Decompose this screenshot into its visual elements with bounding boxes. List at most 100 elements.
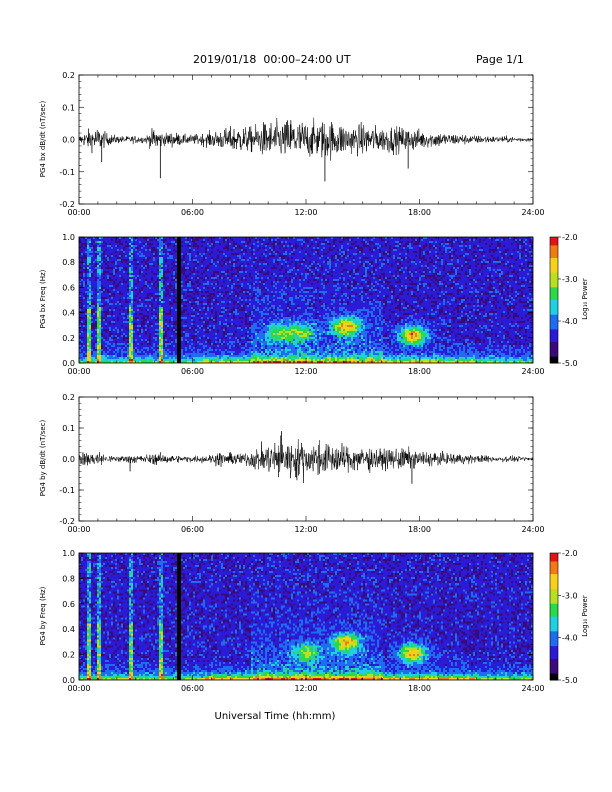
colorbar-segment	[550, 601, 558, 605]
x-tick-label: 12:00	[294, 684, 317, 693]
spectrogram-image	[79, 237, 533, 363]
colorbar-segment	[550, 295, 558, 299]
colorbar-segment	[550, 667, 558, 670]
colorbar-segment	[550, 620, 558, 624]
colorbar-tick-label: -3.0	[562, 591, 578, 600]
colorbar-segment	[550, 616, 558, 620]
colorbar-segment	[550, 274, 558, 278]
colorbar-segment	[550, 276, 558, 280]
colorbar-segment	[550, 260, 558, 263]
page-title: 2019/01/18 00:00–24:00 UT	[193, 53, 351, 66]
colorbar-segment	[550, 255, 558, 259]
colorbar-segment	[550, 237, 558, 240]
colorbar-segment	[550, 663, 558, 666]
colorbar-segment	[550, 323, 558, 326]
colorbar-segment	[550, 591, 558, 594]
colorbar-tick-label: -3.0	[562, 275, 578, 284]
colorbar-segment	[550, 329, 558, 332]
colorbar-segment	[550, 576, 558, 579]
x-tick-label: 18:00	[408, 208, 431, 217]
y-tick-label: 1.0	[62, 233, 75, 242]
colorbar-segment	[550, 344, 558, 347]
colorbar-segment	[550, 270, 558, 274]
colorbar-segment	[550, 316, 558, 320]
colorbar-segment	[550, 314, 558, 318]
x-tick-label: 12:00	[294, 367, 317, 376]
colorbar-segment	[550, 637, 558, 641]
colorbar-segment	[550, 318, 558, 322]
x-tick-label: 24:00	[521, 684, 544, 693]
colorbar-frame	[549, 236, 559, 364]
colorbar-segment	[550, 333, 558, 337]
colorbar-segment	[550, 614, 558, 617]
x-tick-label: 06:00	[181, 367, 204, 376]
colorbar-segment	[550, 629, 558, 632]
x-tick-label: 06:00	[181, 684, 204, 693]
colorbar-segment	[550, 650, 558, 653]
colorbar-segment	[550, 312, 558, 316]
colorbar-segment	[550, 358, 558, 362]
y-tick-label: 0.2	[62, 71, 75, 80]
colorbar-tick-label: -2.0	[562, 549, 578, 558]
y-tick-label: 1.0	[62, 549, 75, 558]
colorbar-segment	[550, 656, 558, 660]
colorbar-segment	[550, 348, 558, 351]
y-tick-label: 0.0	[62, 676, 75, 685]
x-tick-label: 00:00	[67, 684, 90, 693]
colorbar-segment	[550, 264, 558, 267]
colorbar-segment	[550, 331, 558, 335]
x-tick-label: 24:00	[521, 367, 544, 376]
colorbar-segment	[550, 346, 558, 349]
y-tick-label: 0.1	[62, 103, 75, 112]
waveform-trace	[78, 435, 534, 484]
colorbar-segment	[550, 335, 558, 339]
page-number: Page 1/1	[476, 53, 524, 66]
x-axis-label: Universal Time (hh:mm)	[214, 711, 336, 722]
colorbar-segment	[550, 605, 558, 609]
colorbar-segment	[550, 572, 558, 575]
colorbar-segment	[550, 633, 558, 637]
y-tick-label: 0.6	[62, 600, 75, 609]
colorbar-segment	[550, 658, 558, 662]
colorbar-segment	[550, 310, 558, 314]
by-waveform-panel: 00:00 06:00 12:00 18:00 24:00 0.2 0.1 0.0 -0.1 -0…	[39, 393, 545, 534]
y-tick-label: 0.2	[62, 334, 75, 343]
colorbar-segment	[550, 641, 558, 645]
colorbar-segment	[550, 239, 558, 242]
colorbar-segment	[550, 608, 558, 611]
x-tick-label: 18:00	[408, 684, 431, 693]
colorbar-segment	[550, 635, 558, 639]
colorbar-segment	[550, 327, 558, 330]
colorbar-segment	[550, 553, 558, 556]
colorbar-segment	[550, 308, 558, 311]
by-waveform-svg: 00:00 06:00 12:00 18:00 24:00 0.2 0.1 0.0 -0.1 -0…	[59, 393, 544, 534]
colorbar-segment	[550, 302, 558, 305]
colorbar-segment	[550, 567, 558, 571]
colorbar-segment	[550, 677, 558, 681]
y-tick-label: 0.0	[62, 136, 75, 145]
colorbar-segment	[550, 350, 558, 353]
colorbar-segment	[550, 262, 558, 265]
x-tick-label: 12:00	[294, 208, 317, 217]
colorbar-segment	[550, 559, 558, 562]
colorbar-segment	[550, 300, 558, 303]
colorbar-tick-label: -4.0	[562, 317, 578, 326]
x-tick-label: 00:00	[67, 208, 90, 217]
colorbar-segment	[550, 593, 558, 596]
colorbar-segment	[550, 648, 558, 651]
y-tick-label: 0.1	[62, 424, 75, 433]
colorbar-segment	[550, 325, 558, 328]
colorbar-segment	[550, 283, 558, 286]
x-tick-label: 06:00	[181, 525, 204, 534]
waveform-trace	[78, 117, 534, 161]
y-tick-label: 0.4	[62, 309, 75, 318]
y-tick-label: 0.2	[62, 651, 75, 660]
colorbar-segment	[550, 243, 558, 246]
colorbar-segment	[550, 660, 558, 664]
colorbar-segment	[550, 293, 558, 297]
colorbar-segment	[550, 582, 558, 586]
colorbar-tick-label: -2.0	[562, 233, 578, 242]
colorbar-segment	[550, 360, 558, 364]
colorbar-segment	[550, 574, 558, 577]
colorbar-segment	[550, 586, 558, 590]
